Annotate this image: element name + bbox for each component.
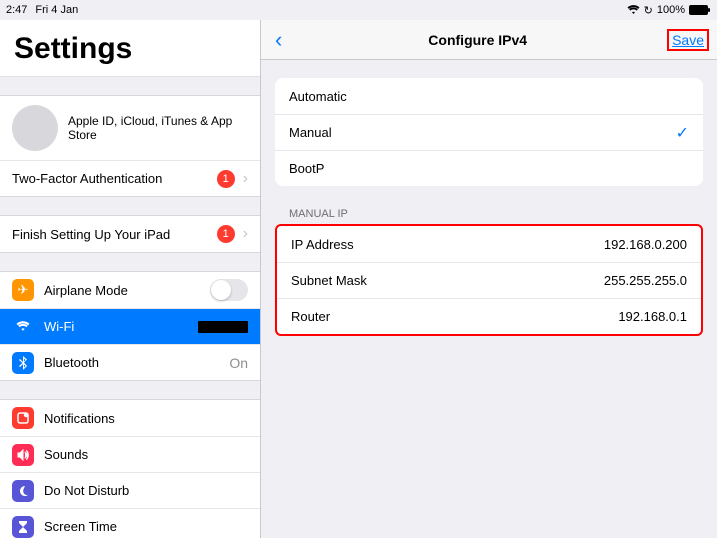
manual-ip-header: MANUAL IP <box>275 202 703 224</box>
wifi-icon <box>627 5 640 15</box>
status-bar: 2:47 Fri 4 Jan ↻ 100% <box>0 0 717 20</box>
battery-icon <box>689 5 711 15</box>
status-date: Fri 4 Jan <box>35 4 78 16</box>
avatar <box>12 105 58 151</box>
sidebar-item-dnd[interactable]: Do Not Disturb <box>0 472 260 508</box>
sidebar-item-wifi[interactable]: Wi-Fi <box>0 308 260 344</box>
refresh-icon: ↻ <box>644 4 653 17</box>
settings-sidebar: Settings Apple ID, iCloud, iTunes & App … <box>0 20 261 538</box>
sounds-icon <box>12 444 34 466</box>
chevron-right-icon: › <box>243 170 248 188</box>
bluetooth-icon <box>12 352 34 374</box>
appleid-label: Apple ID, iCloud, iTunes & App Store <box>68 114 248 142</box>
chevron-right-icon: › <box>243 225 248 243</box>
wifi-icon <box>12 316 34 338</box>
hourglass-icon <box>12 516 34 538</box>
sidebar-item-finish-setup[interactable]: Finish Setting Up Your iPad 1 › <box>0 216 260 252</box>
sidebar-item-airplane[interactable]: ✈ Airplane Mode <box>0 272 260 308</box>
save-button[interactable]: Save <box>672 32 704 48</box>
highlight-box: Save <box>667 29 709 51</box>
row-ip-address[interactable]: IP Address 192.168.0.200 <box>277 226 701 262</box>
option-manual[interactable]: Manual ✓ <box>275 114 703 150</box>
sidebar-item-notifications[interactable]: Notifications <box>0 400 260 436</box>
sidebar-item-bluetooth[interactable]: Bluetooth On <box>0 344 260 380</box>
badge: 1 <box>217 170 235 188</box>
manual-ip-group: IP Address 192.168.0.200 Subnet Mask 255… <box>275 224 703 336</box>
sidebar-item-sounds[interactable]: Sounds <box>0 436 260 472</box>
sidebar-item-appleid[interactable]: Apple ID, iCloud, iTunes & App Store <box>0 96 260 160</box>
page-title: Settings <box>0 20 260 77</box>
option-bootp[interactable]: BootP <box>275 150 703 186</box>
battery-pct: 100% <box>657 4 685 16</box>
moon-icon <box>12 480 34 502</box>
airplane-toggle[interactable] <box>210 279 248 301</box>
sidebar-item-two-factor[interactable]: Two-Factor Authentication 1 › <box>0 160 260 196</box>
router-value[interactable]: 192.168.0.1 <box>618 309 687 324</box>
back-button[interactable]: ‹ <box>269 27 288 53</box>
subnet-value[interactable]: 255.255.255.0 <box>604 273 687 288</box>
row-router[interactable]: Router 192.168.0.1 <box>277 298 701 334</box>
row-subnet-mask[interactable]: Subnet Mask 255.255.255.0 <box>277 262 701 298</box>
ip-value[interactable]: 192.168.0.200 <box>604 237 687 252</box>
bluetooth-value: On <box>229 355 248 371</box>
detail-pane: ‹ Configure IPv4 Save Automatic Manual ✓… <box>261 20 717 538</box>
navbar: ‹ Configure IPv4 Save <box>261 20 717 60</box>
nav-title: Configure IPv4 <box>288 32 667 48</box>
sidebar-item-screentime[interactable]: Screen Time <box>0 508 260 538</box>
airplane-icon: ✈ <box>12 279 34 301</box>
option-automatic[interactable]: Automatic <box>275 78 703 114</box>
ipv4-options-group: Automatic Manual ✓ BootP <box>275 78 703 186</box>
status-time: 2:47 <box>6 4 27 16</box>
badge: 1 <box>217 225 235 243</box>
check-icon: ✓ <box>676 123 689 143</box>
notifications-icon <box>12 407 34 429</box>
wifi-network-redacted <box>198 321 248 333</box>
